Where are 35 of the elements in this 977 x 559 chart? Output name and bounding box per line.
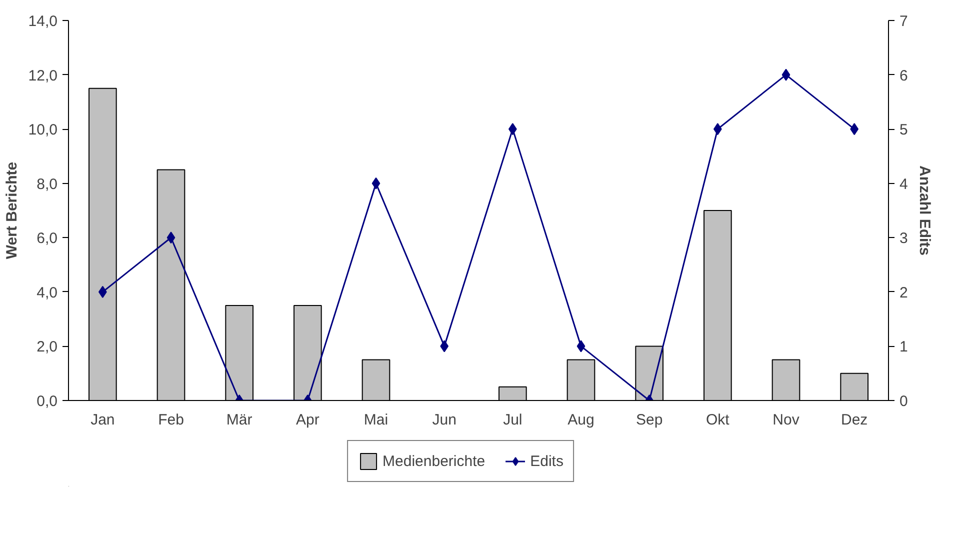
y2-tick-label: 2 <box>900 284 908 302</box>
x-tick-label: Mai <box>364 412 388 428</box>
x-tick-label: Okt <box>706 412 730 428</box>
y-tick-label: 14,0 <box>28 13 58 30</box>
x-tick-label: Sep <box>636 412 663 428</box>
y-tick-label: 10,0 <box>28 122 58 139</box>
y2-tick-label: 4 <box>900 176 908 193</box>
y-tick-label: 8,0 <box>36 176 58 193</box>
y2-tick-label: 3 <box>900 230 908 248</box>
y-tick-label: 0,0 <box>36 393 58 410</box>
y2-axis-title: Anzahl Edits <box>916 165 933 256</box>
x-tick-label: Nov <box>772 412 800 428</box>
y-tick-label: 6,0 <box>36 230 58 248</box>
y2-tick-label: 5 <box>900 122 908 139</box>
x-tick-label: Mär <box>226 412 252 428</box>
y2-tick-label: 7 <box>900 13 908 30</box>
y-tick-label: 4,0 <box>36 284 58 302</box>
x-tick-label: Aug <box>568 412 594 428</box>
y2-tick-label: 0 <box>900 393 908 410</box>
legend-label: Medienberichte <box>382 452 486 470</box>
y2-tick-label: 1 <box>900 338 908 356</box>
y-tick-label: 12,0 <box>28 67 58 84</box>
y-axis-title: Wert Berichte <box>3 162 20 260</box>
x-tick-label: Dez <box>840 412 868 428</box>
point <box>372 177 380 190</box>
x-tick-label: Jan <box>90 412 115 428</box>
legend-label: Edits <box>530 452 564 470</box>
x-tick-label: Feb <box>158 412 184 428</box>
x-tick-label: Jul <box>503 412 522 428</box>
point <box>166 232 176 244</box>
point <box>782 68 790 81</box>
x-tick-label: Apr <box>296 412 320 428</box>
x-tick-label: Jun <box>432 412 456 428</box>
y2-tick-label: 6 <box>900 67 908 84</box>
y-tick-label: 2,0 <box>36 338 58 356</box>
